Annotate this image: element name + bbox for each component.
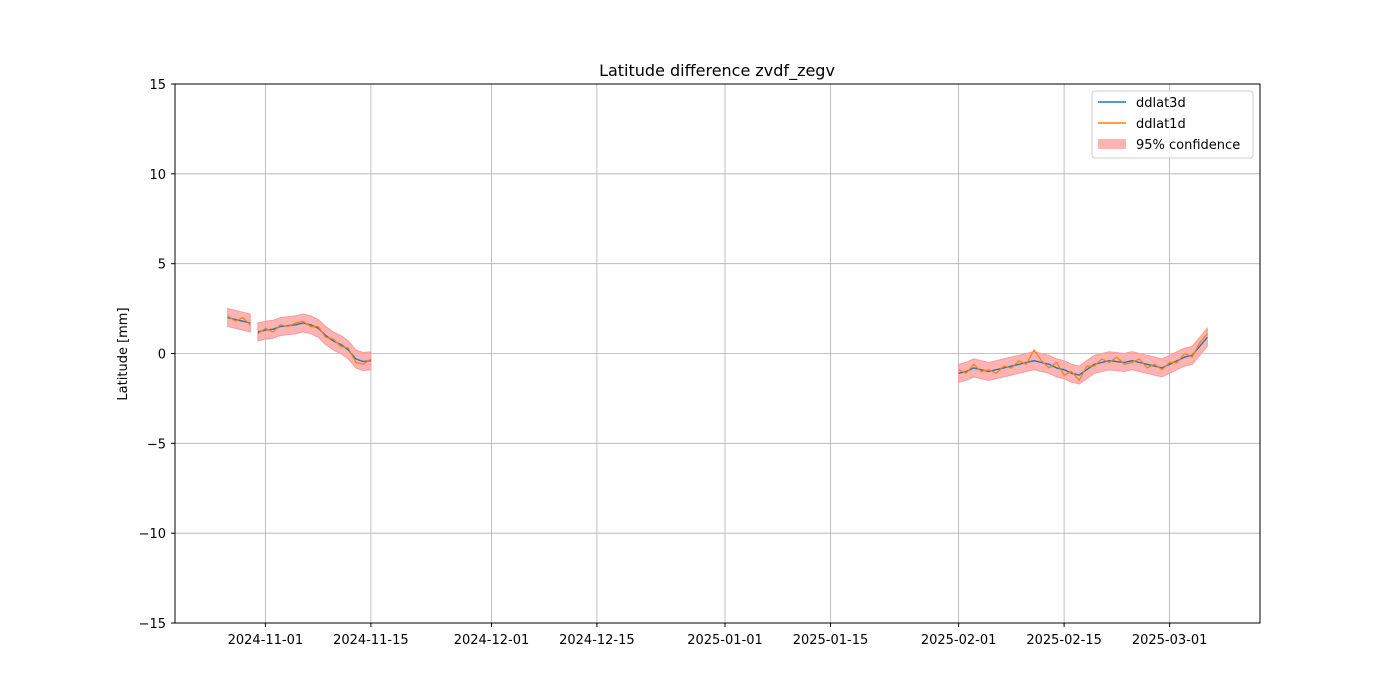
x-tick-label: 2024-12-15 (559, 633, 635, 648)
series-lines (227, 315, 1208, 381)
y-tick-label: −5 (147, 437, 166, 452)
x-tick-label: 2025-02-15 (1026, 633, 1102, 648)
legend-label-ddlat3d: ddlat3d (1136, 96, 1186, 111)
y-tick-label: 5 (158, 258, 166, 273)
legend: ddlat3d ddlat1d 95% confidence (1091, 90, 1254, 159)
legend-label-ddlat1d: ddlat1d (1136, 117, 1186, 132)
x-tick-label: 2024-11-01 (228, 633, 304, 648)
x-tick-label: 2025-01-15 (793, 633, 869, 648)
y-tick-label: 15 (149, 78, 166, 93)
y-tick-label: −15 (139, 617, 166, 632)
confidence-bands (227, 307, 1208, 385)
y-axis-label: Latitude [mm] (116, 307, 131, 400)
x-tick-label: 2025-02-01 (921, 633, 997, 648)
ddlat1d-line-segment-1 (227, 315, 251, 326)
y-tick-label: −10 (139, 527, 166, 542)
y-tick-label: 0 (158, 348, 166, 363)
x-tick-label: 2025-01-01 (687, 633, 763, 648)
legend-label-confidence: 95% confidence (1136, 138, 1240, 153)
x-tick-label: 2024-12-01 (454, 633, 530, 648)
y-tick-label: 10 (149, 168, 166, 183)
axis-ticks: 2024-11-01 2024-11-15 2024-12-01 2024-12-15… (139, 78, 1208, 648)
confidence-band-segment-3 (958, 326, 1208, 385)
ddlat1d-line-segment-3 (958, 333, 1208, 381)
ddlat1d-line-segment-2 (257, 320, 372, 365)
chart-title: Latitude difference zvdf_zegv (599, 61, 835, 81)
confidence-band-segment-2 (257, 313, 372, 372)
x-tick-label: 2025-03-01 (1132, 633, 1208, 648)
legend-box (1091, 90, 1254, 159)
x-tick-label: 2024-11-15 (333, 633, 409, 648)
grid-lines (175, 83, 1260, 624)
legend-swatch-confidence (1098, 139, 1126, 149)
